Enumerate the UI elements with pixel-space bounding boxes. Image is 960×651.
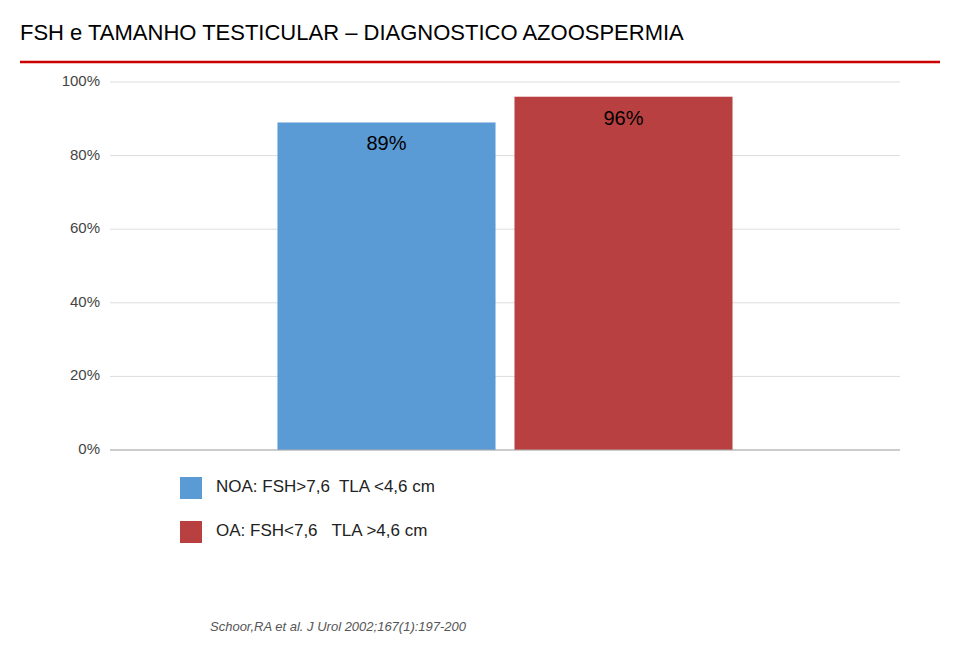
bar	[514, 97, 732, 450]
grid-line	[110, 376, 900, 377]
grid-line	[110, 155, 900, 156]
grid-line	[110, 450, 900, 451]
data-labels: 89% 96%	[366, 107, 643, 155]
y-tick-label: 100%	[62, 72, 100, 89]
y-tick-label: 60%	[70, 219, 100, 236]
chart-svg: FSH e TAMANHO TESTICULAR – DIAGNOSTICO A…	[0, 0, 960, 651]
legend-swatch	[180, 521, 202, 543]
data-label: 96%	[603, 107, 643, 129]
bar	[277, 122, 495, 450]
grid	[110, 82, 900, 450]
background	[0, 0, 960, 651]
title: FSH e TAMANHO TESTICULAR – DIAGNOSTICO A…	[20, 20, 684, 45]
y-tick-label: 80%	[70, 146, 100, 163]
grid-line	[110, 229, 900, 230]
title-rule	[20, 61, 940, 64]
legend-label: NOA: FSH>7,6 TLA <4,6 cm	[216, 477, 435, 496]
grid-line	[110, 82, 900, 83]
chart-container: FSH e TAMANHO TESTICULAR – DIAGNOSTICO A…	[0, 0, 960, 651]
legend-swatch	[180, 477, 202, 499]
y-tick-label: 20%	[70, 366, 100, 383]
data-label: 89%	[366, 132, 406, 154]
legend-label: OA: FSH<7,6 TLA >4,6 cm	[216, 521, 427, 540]
x-axis-line	[110, 450, 900, 451]
grid-line	[110, 302, 900, 303]
footnote: Schoor,RA et al. J Urol 2002;167(1):197-…	[210, 619, 467, 634]
bars	[277, 97, 732, 450]
y-tick-label: 40%	[70, 293, 100, 310]
legend: NOA: FSH>7,6 TLA <4,6 cm OA: FSH<7,6 TLA …	[180, 477, 435, 543]
y-tick-label: 0%	[78, 440, 100, 457]
